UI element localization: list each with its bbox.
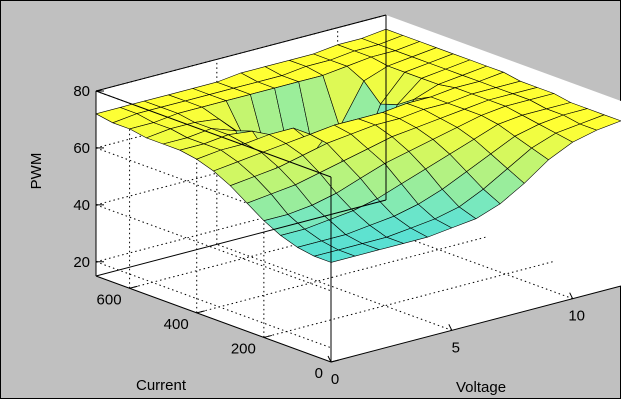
- x-tick-mark: [569, 292, 574, 299]
- z-tick-label: 60: [73, 140, 90, 157]
- grid-line: [95, 204, 332, 292]
- y-axis-label: Current: [136, 377, 187, 394]
- grid-line: [95, 147, 332, 235]
- z-tick-label: 20: [73, 254, 90, 271]
- x-tick-label: 5: [452, 339, 460, 356]
- grid-line: [95, 261, 332, 349]
- grid-line: [216, 243, 453, 331]
- y-tick-mark: [129, 285, 138, 289]
- surface-patch: [579, 114, 621, 131]
- x-tick-mark: [327, 355, 332, 363]
- x-tick-label: 10: [568, 308, 585, 325]
- y-tick-mark: [330, 359, 340, 363]
- axes-frame: [95, 14, 621, 363]
- grid-line: [95, 185, 387, 263]
- z-tick-label: 40: [73, 197, 90, 214]
- y-tick-label: 200: [231, 340, 256, 357]
- frame-edge: [95, 90, 332, 178]
- z-axis-label: PWM: [28, 153, 45, 190]
- y-tick-label: 600: [97, 291, 122, 308]
- frame-edge: [95, 199, 387, 277]
- tick-labels: 0 5 10 0 200 400 600 20 40 60 80: [73, 83, 585, 388]
- grid-line: [337, 212, 573, 300]
- y-axis-line: [95, 275, 332, 363]
- z-tick-label: 80: [73, 83, 90, 100]
- y-tick-label: 0: [315, 365, 323, 382]
- x-tick-label: 0: [331, 371, 339, 388]
- y-tick-mark: [263, 334, 272, 338]
- y-tick-mark: [196, 310, 205, 314]
- x-tick-mark: [448, 324, 453, 331]
- grid-line: [196, 236, 487, 314]
- y-tick-label: 400: [164, 316, 189, 333]
- x-axis-label: Voltage: [456, 379, 506, 396]
- grid-line: [263, 260, 554, 338]
- surface-mesh: [95, 28, 621, 263]
- grid-line: [129, 211, 420, 289]
- frame-edge: [95, 14, 387, 92]
